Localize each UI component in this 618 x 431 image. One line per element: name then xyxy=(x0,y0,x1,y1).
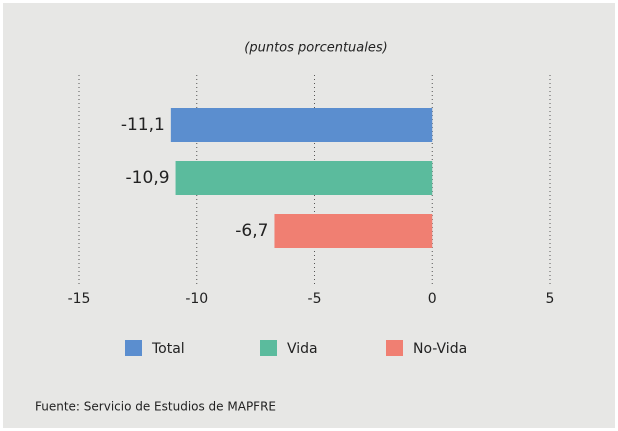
x-tick-label: 5 xyxy=(546,291,555,307)
x-tick-label: -10 xyxy=(185,291,208,307)
source-note: Fuente: Servicio de Estudios de MAPFRE xyxy=(35,400,276,414)
legend-label: Vida xyxy=(287,341,318,357)
data-label: -11,1 xyxy=(121,115,165,135)
x-tick-label: -15 xyxy=(68,291,91,307)
legend-label: No-Vida xyxy=(413,341,467,357)
legend-swatch xyxy=(386,340,403,356)
bar xyxy=(170,108,433,142)
x-tick-label: -5 xyxy=(308,291,322,307)
data-label: -10,9 xyxy=(126,168,170,188)
x-tick-label: 0 xyxy=(428,291,437,307)
bar xyxy=(175,161,433,195)
chart-subtitle: (puntos porcentuales) xyxy=(244,41,387,56)
bar xyxy=(274,214,433,248)
legend-label: Total xyxy=(151,341,185,357)
data-label: -6,7 xyxy=(235,221,268,241)
legend-swatch xyxy=(260,340,277,356)
legend-swatch xyxy=(125,340,142,356)
